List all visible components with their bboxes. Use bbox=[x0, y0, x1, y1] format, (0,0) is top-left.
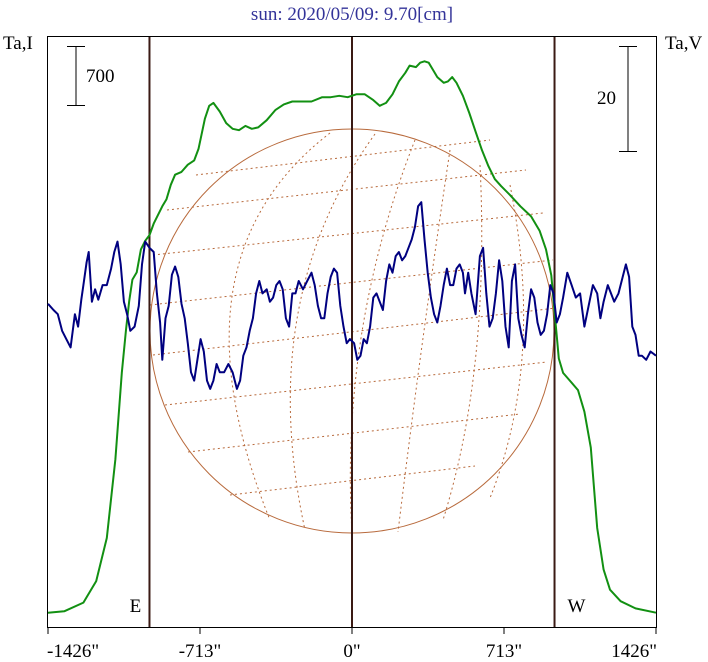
x-tick-label: 0" bbox=[343, 641, 360, 662]
right-scale-bar-label: 20 bbox=[597, 88, 616, 109]
vertical-markers bbox=[148, 37, 556, 627]
chart-title: sun: 2020/05/09: 9.70[cm] bbox=[251, 4, 453, 25]
x-tick-label: -1426" bbox=[47, 641, 99, 662]
polarization-series-line bbox=[47, 201, 657, 390]
east-limb-label: E bbox=[130, 596, 142, 617]
left-scale-bar-label: 700 bbox=[86, 66, 115, 87]
x-tick-label: 1426" bbox=[611, 641, 657, 662]
x-axis-ticks: -1426" -713" 0" 713" 1426" bbox=[47, 627, 657, 662]
right-axis-label: Ta,V bbox=[665, 33, 702, 54]
intensity-series-line bbox=[47, 60, 657, 614]
x-tick-label: -713" bbox=[179, 641, 222, 662]
west-limb-label: W bbox=[568, 596, 586, 617]
right-scale-bar bbox=[619, 46, 637, 152]
latitude-lines bbox=[149, 139, 557, 496]
x-tick-label: 713" bbox=[486, 641, 522, 662]
left-scale-bar bbox=[67, 46, 85, 106]
longitude-lines bbox=[228, 132, 525, 534]
left-axis-label: Ta,I bbox=[3, 33, 33, 54]
series-layer bbox=[47, 60, 657, 614]
